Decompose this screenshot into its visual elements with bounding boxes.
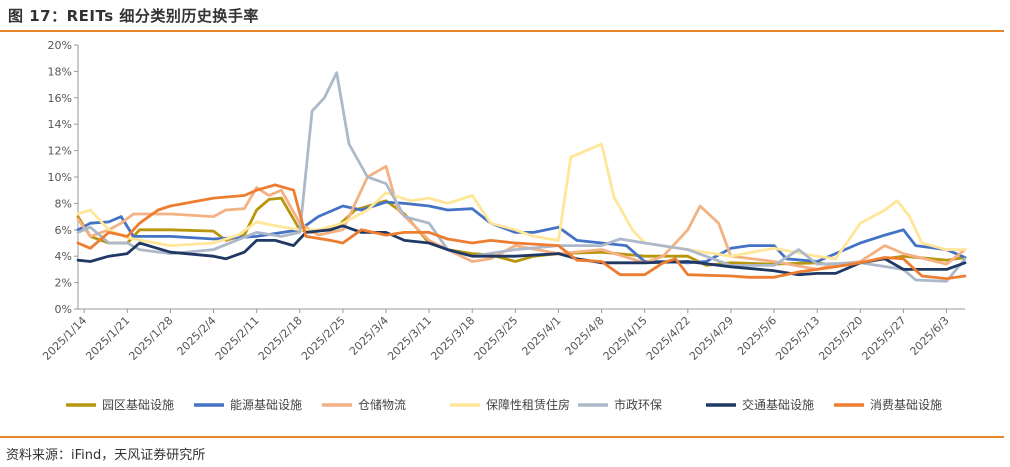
y-tick-label: 4%	[55, 250, 72, 263]
y-tick-label: 18%	[48, 65, 72, 78]
x-tick-label: 2025/1/14	[40, 314, 89, 363]
x-tick-label: 2025/4/1	[519, 314, 563, 358]
series-line	[76, 183, 967, 280]
x-tick-label: 2025/3/4	[347, 314, 391, 358]
x-tick-label: 2025/2/4	[175, 314, 219, 358]
x-tick-label: 2025/2/18	[256, 314, 305, 363]
y-tick-label: 16%	[48, 92, 72, 105]
x-tick-label: 2025/1/28	[126, 314, 175, 363]
legend-label: 园区基础设施	[102, 398, 174, 412]
source-note: 资料来源：iFind，天风证券研究所	[6, 448, 206, 463]
x-tick-label: 2025/1/21	[83, 314, 132, 363]
footer-divider	[0, 436, 1004, 438]
x-tick-label: 2025/5/6	[735, 314, 779, 358]
y-axis: 0% 2% 4% 6% 8% 10% 12% 14% 16% 18% 20%	[48, 39, 79, 316]
y-tick-label: 10%	[48, 171, 72, 184]
x-tick-label: 2025/4/15	[601, 314, 650, 363]
turnover-line-chart: 0%2%4%6%8%10%12%14%16%18%20% 2025/1/1420…	[40, 39, 967, 412]
legend: 园区基础设施 能源基础设施 仓储物流 保障性租赁住房 市政环保 交通基础设施 消费基础设施	[66, 397, 942, 412]
x-tick-label: 2025/5/20	[816, 314, 865, 363]
x-tick-label: 2025/3/18	[428, 314, 477, 363]
y-tick-label: 2%	[55, 277, 72, 290]
x-axis: 2025/1/142025/1/212025/1/282025/2/42025/…	[40, 308, 965, 363]
legend-label: 交通基础设施	[742, 397, 814, 412]
y-tick-label: 12%	[48, 145, 72, 158]
y-tick-label: 8%	[55, 197, 72, 210]
y-tick-label: 20%	[48, 39, 72, 52]
legend-label: 能源基础设施	[230, 398, 302, 412]
x-tick-label: 2025/5/13	[773, 314, 822, 363]
series-line	[76, 142, 967, 261]
legend-label: 仓储物流	[358, 397, 406, 412]
x-tick-label: 2025/6/3	[908, 314, 952, 358]
legend-label: 保障性租赁住房	[486, 397, 570, 412]
x-tick-label: 2025/5/27	[859, 314, 908, 363]
x-tick-label: 2025/2/25	[299, 314, 348, 363]
x-tick-label: 2025/4/22	[644, 314, 693, 363]
x-tick-label: 2025/4/8	[563, 314, 607, 358]
series-line	[76, 224, 967, 277]
figure-title: 图 17：REITs 细分类别历史换手率	[8, 7, 259, 25]
y-tick-label: 0%	[55, 303, 72, 316]
x-tick-label: 2025/3/25	[471, 314, 520, 363]
x-tick-label: 2025/3/11	[385, 314, 434, 363]
series-line	[76, 71, 967, 283]
title-divider	[0, 30, 1004, 32]
y-tick-label: 14%	[48, 118, 72, 131]
legend-label: 消费基础设施	[870, 398, 942, 412]
y-tick-label: 6%	[55, 224, 72, 237]
x-tick-label: 2025/4/29	[687, 314, 736, 363]
x-tick-label: 2025/2/11	[213, 314, 262, 363]
legend-label: 市政环保	[614, 397, 662, 412]
series-lines	[76, 71, 967, 283]
